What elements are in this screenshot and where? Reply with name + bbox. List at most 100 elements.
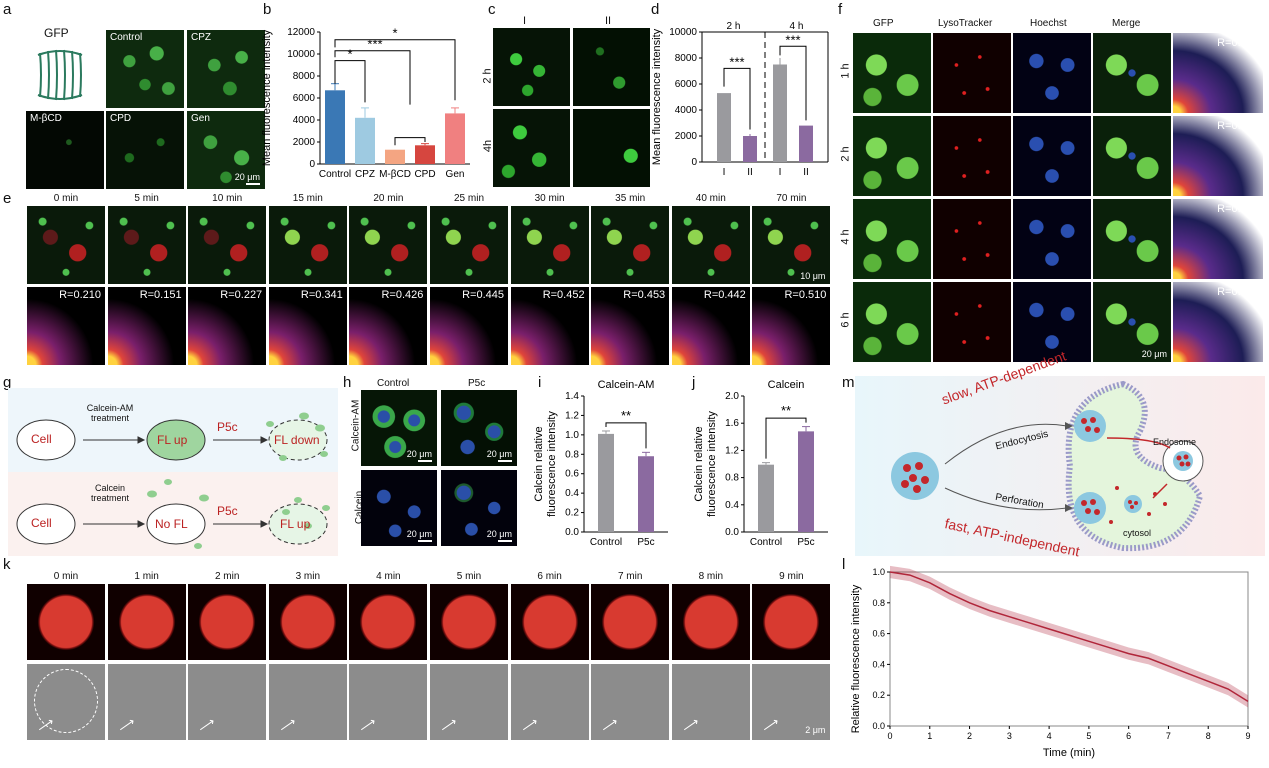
f-micrograph	[933, 199, 1011, 279]
panel-letter-f: f	[838, 1, 843, 18]
sig-bracket	[779, 45, 807, 121]
y-tick-label: 0.8	[725, 473, 739, 484]
e-colocalization-plot: R=0.426	[349, 287, 428, 365]
e-micrograph	[107, 206, 186, 284]
e-r-value: R=0.341	[300, 289, 343, 301]
e-micrograph	[671, 206, 750, 284]
bar	[445, 113, 465, 164]
k-brightfield-image: ⟶	[188, 664, 267, 740]
micrograph-c-4h-I	[493, 109, 570, 187]
k-brightfield-image: ⟶	[671, 664, 750, 740]
y-tick-label: 0	[691, 157, 697, 168]
group-label: 2 h	[727, 21, 741, 32]
sig-bracket	[605, 422, 647, 449]
e-colocalization-plot: R=0.151	[107, 287, 186, 365]
k-time-label: 3 min	[295, 571, 321, 582]
bar	[355, 117, 375, 164]
y-axis-label: Relative fluorescence intensity	[850, 584, 862, 733]
f-micrograph	[1013, 282, 1091, 362]
x-tick-label: 1	[927, 731, 932, 741]
y-axis-label: Mean fluorescence intensity	[651, 28, 663, 165]
f-row-label: 1 h	[839, 63, 852, 79]
g-end-2: FL up	[280, 517, 311, 531]
e-time-label: 5 min	[134, 193, 159, 204]
e-colocalization-plot: R=0.452	[510, 287, 589, 365]
e-micrograph	[430, 206, 508, 284]
y-tick-label: 0.6	[565, 469, 579, 480]
k-time-label: 4 min	[376, 571, 401, 582]
k-fluorescence-image	[430, 584, 508, 660]
k-brightfield-image: ⟶ 2 μm	[752, 664, 831, 740]
bar-chart-j: Calcein 0.0 0.4 0.8 1.2 1.6 2.0 Control P5c ** Cal…	[693, 379, 828, 548]
data-line	[889, 571, 1249, 702]
g-mid-2: No FL	[155, 517, 188, 531]
sig-label: *	[392, 26, 397, 41]
e-time-label: 15 min	[292, 193, 323, 204]
sig-bracket	[765, 417, 807, 459]
e-micrograph: 10 μm	[752, 206, 831, 284]
k-brightfield-image: ⟶	[27, 664, 105, 740]
panel-letter-c: c	[488, 1, 496, 18]
panel-letter-j: j	[692, 374, 696, 391]
e-colocalization-plot: R=0.341	[268, 287, 347, 365]
gfp-label: GFP	[44, 26, 69, 40]
sig-bracket	[334, 60, 366, 103]
x-tick-label: Control	[590, 537, 622, 548]
dashed-cell-outline	[34, 669, 98, 733]
k-fluorescence-image	[671, 584, 750, 660]
k-time-label: 9 min	[779, 571, 804, 582]
k-fluorescence-image	[27, 584, 105, 660]
y-tick-label: 0.4	[872, 659, 885, 669]
pointer-arrow-icon: ⟶	[679, 714, 702, 736]
panel-letter-b: b	[263, 1, 272, 18]
e-time-label: 25 min	[453, 193, 484, 204]
y-tick-label: 2000	[293, 137, 316, 148]
e-micrograph	[591, 206, 670, 284]
m-endosome: Endosome	[1153, 437, 1197, 447]
k-brightfield-image: ⟶	[430, 664, 508, 740]
y-tick-label: 10000	[669, 27, 697, 38]
e-time-label: 30 min	[534, 193, 565, 204]
scale-bar: 20 μm	[487, 449, 512, 462]
bar	[415, 145, 435, 164]
y-tick-label: 0.0	[725, 527, 739, 538]
x-tick-label: Control	[319, 169, 351, 180]
sig-label: **	[781, 403, 791, 418]
bar	[773, 64, 787, 162]
bar	[743, 136, 757, 162]
f-micrograph	[853, 116, 931, 196]
panel-letter-k: k	[3, 556, 11, 573]
c-col-1: I	[523, 15, 527, 27]
e-time-label: 40 min	[695, 193, 726, 204]
sig-label: ***	[785, 32, 800, 47]
x-tick-label: P5c	[797, 537, 814, 548]
micrograph-cpz: CPZ	[187, 30, 265, 108]
x-tick-label: 8	[1206, 731, 1211, 741]
f-r-value: R=0.196	[1217, 203, 1259, 215]
f-colocalization-plot: R=0.133	[1173, 282, 1263, 362]
y-axis-label: Calcein relative	[693, 426, 705, 501]
k-time-label: 1 min	[134, 571, 159, 582]
scale-bar: 20 μm	[487, 529, 512, 542]
e-colocalization-plot: R=0.453	[591, 287, 670, 365]
e-colocalization-plot: R=0.442	[671, 287, 750, 365]
f-micrograph	[933, 282, 1011, 362]
f-colocalization-plot: R=0.085	[1173, 116, 1263, 196]
y-tick-label: 4000	[293, 115, 316, 126]
y-tick-label: 2000	[675, 131, 698, 142]
f-micrograph	[1093, 33, 1171, 113]
e-time-label: 10 min	[212, 193, 243, 204]
micrograph-cpd: CPD	[106, 111, 184, 189]
error-band	[890, 565, 1248, 708]
pointer-arrow-icon: ⟶	[437, 714, 460, 736]
y-axis-label: fluorescence intensity	[546, 411, 558, 517]
y-tick-label: 0.2	[872, 690, 885, 700]
e-time-label: 35 min	[615, 193, 646, 204]
scale-bar: 2 μm	[805, 725, 826, 735]
micrograph-c-2h-II	[573, 28, 650, 106]
f-micrograph	[1093, 199, 1171, 279]
c-col-2: II	[605, 15, 612, 27]
bar	[598, 433, 614, 532]
e-micrograph	[349, 206, 428, 284]
panel-letter-e: e	[3, 190, 12, 207]
